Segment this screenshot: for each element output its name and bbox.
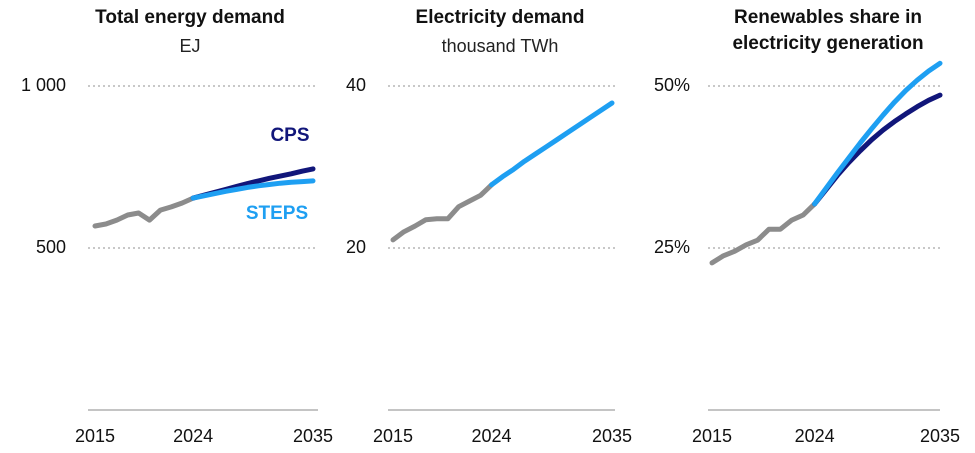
series-line [92, 195, 196, 229]
x-tick-label: 2015 [373, 426, 413, 446]
x-tick-label: 2015 [75, 426, 115, 446]
y-tick-label: 40 [346, 75, 366, 95]
series-label: STEPS [246, 203, 308, 224]
x-tick-label: 2024 [795, 426, 835, 446]
series-line [709, 201, 818, 266]
panel-title: Renewables share in electricity generati… [732, 7, 924, 54]
panel-subtitle: thousand TWh [441, 36, 559, 56]
y-tick-label: 1 000 [21, 75, 66, 95]
series-line [812, 60, 943, 207]
series-line [190, 178, 316, 201]
x-tick-label: 2024 [173, 426, 213, 446]
x-tick-label: 2035 [592, 426, 632, 446]
panel-title: Electricity demand [415, 7, 585, 28]
panel-title: Total energy demand [95, 7, 285, 28]
y-tick-label: 25% [654, 237, 690, 257]
x-tick-label: 2024 [472, 426, 512, 446]
y-tick-label: 500 [36, 237, 66, 257]
y-tick-label: 50% [654, 75, 690, 95]
x-tick-label: 2035 [920, 426, 960, 446]
x-tick-label: 2015 [692, 426, 732, 446]
series-line [812, 92, 943, 207]
x-tick-label: 2035 [293, 426, 333, 446]
y-tick-label: 20 [346, 237, 366, 257]
series-line [489, 100, 615, 188]
panel-subtitle: EJ [179, 36, 201, 56]
series-label: CPS [270, 125, 309, 146]
series-line [390, 182, 495, 243]
